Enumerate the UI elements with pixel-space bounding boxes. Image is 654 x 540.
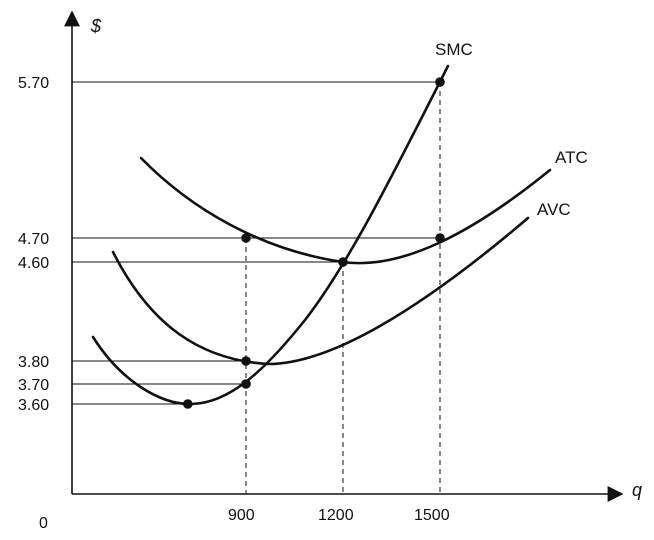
atc-point bbox=[435, 233, 445, 243]
avc-label: AVC bbox=[537, 200, 571, 219]
atc-label: ATC bbox=[555, 148, 588, 167]
atc-curve bbox=[139, 156, 552, 265]
y-tick-label: 3.80 bbox=[18, 354, 49, 371]
atc-point bbox=[338, 257, 348, 267]
y-tick-label: 3.70 bbox=[18, 377, 49, 394]
x-axis-label: q bbox=[632, 480, 642, 500]
x-tick-label: 1500 bbox=[414, 507, 450, 524]
smc-point bbox=[241, 379, 251, 389]
y-tick-label: 3.60 bbox=[18, 397, 49, 414]
avc-curve bbox=[111, 216, 530, 366]
y-axis-label: $ bbox=[90, 16, 102, 36]
smc-point bbox=[183, 399, 193, 409]
avc-point bbox=[241, 356, 251, 366]
y-tick-label: 4.70 bbox=[18, 231, 49, 248]
y-tick-label: 4.60 bbox=[18, 255, 49, 272]
points-layer bbox=[183, 77, 445, 409]
smc-point bbox=[435, 77, 445, 87]
atc-point bbox=[241, 233, 251, 243]
x-tick-label: 900 bbox=[228, 507, 255, 524]
x-tick-label: 1200 bbox=[318, 507, 354, 524]
smc-curve bbox=[91, 64, 450, 406]
y-tick-label: 5.70 bbox=[18, 75, 49, 92]
smc-label: SMC bbox=[435, 40, 473, 59]
origin-label: 0 bbox=[39, 515, 48, 532]
